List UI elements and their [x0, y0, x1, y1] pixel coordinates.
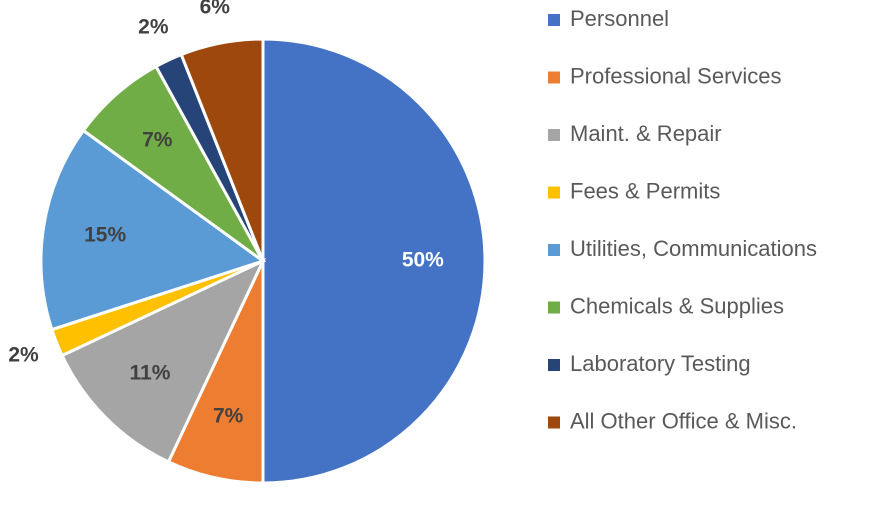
data-label: 7%: [142, 129, 173, 152]
data-label: 7%: [213, 405, 244, 428]
legend-label: Maint. & Repair: [570, 121, 722, 146]
legend-swatch: [548, 14, 560, 26]
legend-label: Fees & Permits: [570, 178, 720, 203]
pie-slice: [179, 37, 265, 262]
pie-slice: [60, 257, 267, 464]
legend-label: Utilities, Communications: [570, 236, 817, 261]
legend-swatch: [548, 129, 560, 141]
legend-swatch: [548, 244, 560, 256]
legend-label: Chemicals & Supplies: [570, 293, 784, 318]
legend-swatch: [548, 301, 560, 314]
legend-label: Laboratory Testing: [570, 351, 751, 376]
legend-swatch: [548, 71, 560, 84]
data-label: 15%: [84, 224, 126, 247]
legend-label: All Other Office & Misc.: [570, 408, 797, 433]
pie-slice: [261, 37, 487, 485]
legend-label: Professional Services: [570, 63, 782, 88]
legend-swatch: [548, 416, 560, 429]
pie-slice: [39, 128, 267, 332]
legend-swatch: [548, 359, 560, 371]
legend-label: Personnel: [570, 6, 669, 31]
data-label: 50%: [402, 249, 444, 272]
data-label: 2%: [138, 16, 169, 39]
data-label: 11%: [130, 362, 171, 385]
data-label: 2%: [8, 343, 39, 366]
data-label: 6%: [200, 0, 231, 19]
legend-swatch: [548, 186, 560, 199]
